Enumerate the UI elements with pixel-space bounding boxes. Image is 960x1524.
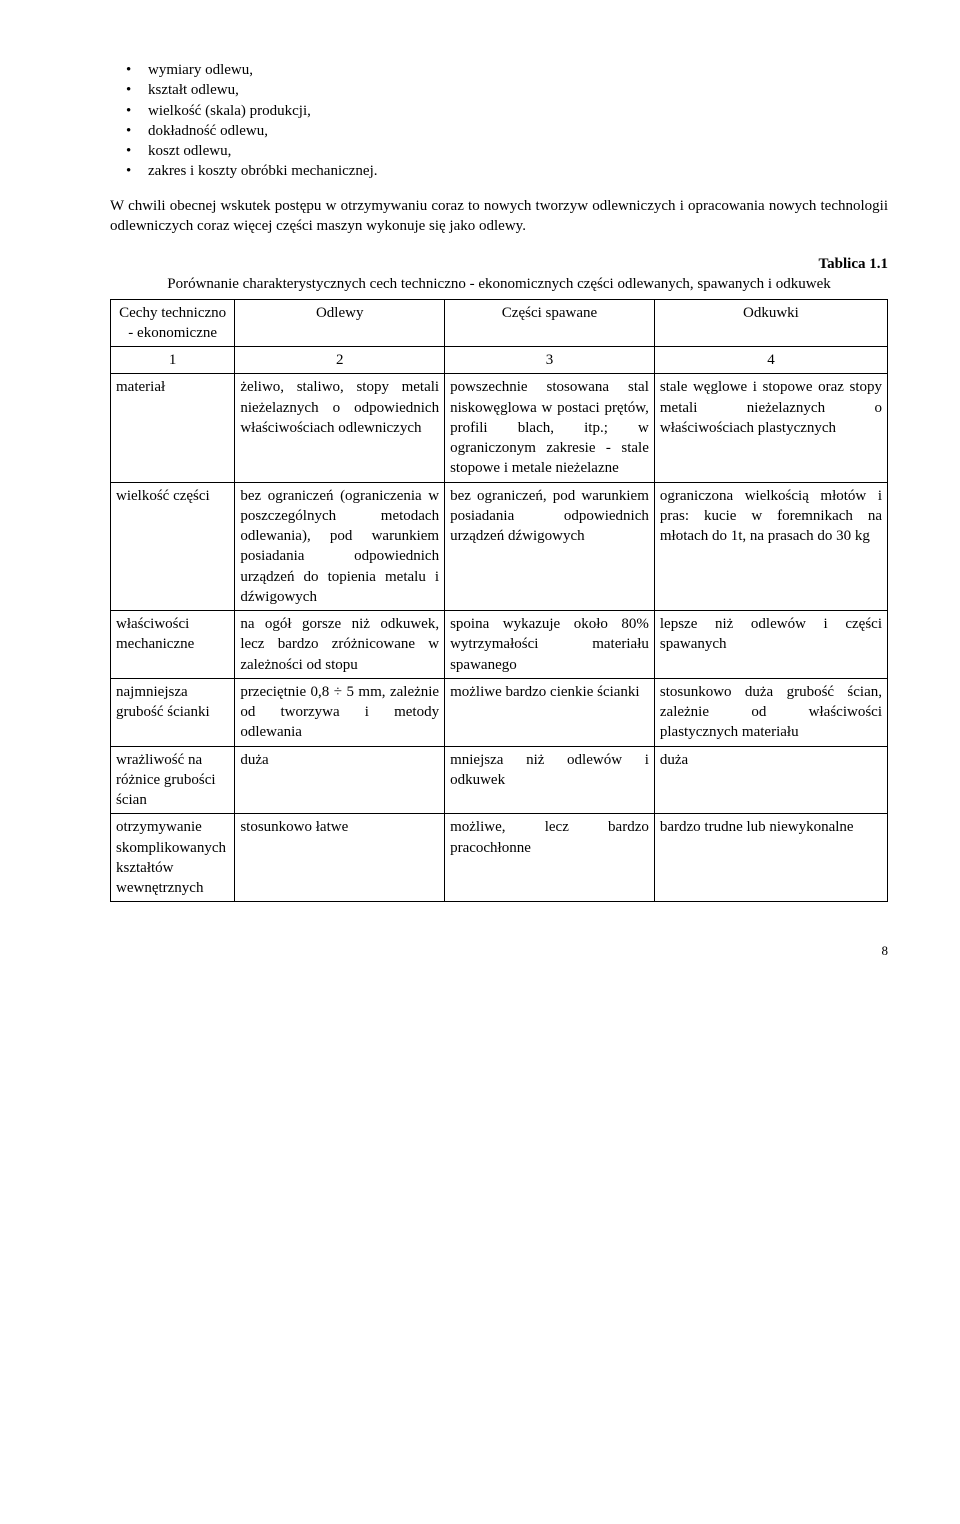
- table-cell: duża: [654, 746, 887, 814]
- table-row: najmniejsza grubość ścianki przeciętnie …: [111, 678, 888, 746]
- list-item: koszt odlewu,: [120, 141, 888, 161]
- table-row: właściwości mechaniczne na ogół gorsze n…: [111, 611, 888, 679]
- table-header: Odkuwki: [654, 299, 887, 347]
- table-header: Odlewy: [235, 299, 445, 347]
- list-item: wielkość (skala) produkcji,: [120, 101, 888, 121]
- table-row: materiał żeliwo, staliwo, stopy metali n…: [111, 374, 888, 482]
- table-cell: 2: [235, 347, 445, 374]
- list-item: dokładność odlewu,: [120, 121, 888, 141]
- table-header: Części spawane: [445, 299, 655, 347]
- table-cell: wrażliwość na różnice grubości ścian: [111, 746, 235, 814]
- table-header-row: Cechy techniczno - ekonomiczne Odlewy Cz…: [111, 299, 888, 347]
- comparison-table: Cechy techniczno - ekonomiczne Odlewy Cz…: [110, 299, 888, 903]
- table-cell: powszechnie stosowana stal niskowęglowa …: [445, 374, 655, 482]
- table-row: wielkość części bez ograniczeń (ogranicz…: [111, 482, 888, 611]
- table-number-row: 1 2 3 4: [111, 347, 888, 374]
- table-cell: właściwości mechaniczne: [111, 611, 235, 679]
- table-cell: najmniejsza grubość ścianki: [111, 678, 235, 746]
- table-cell: spoina wykazuje około 80% wytrzymałości …: [445, 611, 655, 679]
- table-cell: stale węglowe i stopowe oraz stopy metal…: [654, 374, 887, 482]
- table-cell: bardzo trudne lub niewykonalne: [654, 814, 887, 902]
- table-cell: stosunkowo duża grubość ścian, zależnie …: [654, 678, 887, 746]
- table-caption: Porównanie charakterystycznych cech tech…: [110, 274, 888, 294]
- table-cell: wielkość części: [111, 482, 235, 611]
- table-label: Tablica 1.1: [110, 254, 888, 274]
- table-row: otrzymywanie skomplikowanych kształtów w…: [111, 814, 888, 902]
- table-cell: duża: [235, 746, 445, 814]
- bullet-list: wymiary odlewu, kształt odlewu, wielkość…: [120, 60, 888, 182]
- table-cell: otrzymywanie skomplikowanych kształtów w…: [111, 814, 235, 902]
- table-cell: 1: [111, 347, 235, 374]
- table-cell: mniejsza niż odlewów i odkuwek: [445, 746, 655, 814]
- table-cell: 3: [445, 347, 655, 374]
- table-cell: bez ograniczeń, pod warunkiem posiadania…: [445, 482, 655, 611]
- list-item: zakres i koszty obróbki mechanicznej.: [120, 161, 888, 181]
- body-paragraph: W chwili obecnej wskutek postępu w otrzy…: [110, 196, 888, 237]
- table-cell: lepsze niż odlewów i części spawanych: [654, 611, 887, 679]
- table-row: wrażliwość na różnice grubości ścian duż…: [111, 746, 888, 814]
- table-cell: stosunkowo łatwe: [235, 814, 445, 902]
- table-cell: żeliwo, staliwo, stopy metali nieżelazny…: [235, 374, 445, 482]
- table-cell: 4: [654, 347, 887, 374]
- table-cell: przeciętnie 0,8 ÷ 5 mm, zależnie od twor…: [235, 678, 445, 746]
- list-item: wymiary odlewu,: [120, 60, 888, 80]
- table-cell: na ogół gorsze niż odkuwek, lecz bardzo …: [235, 611, 445, 679]
- table-cell: materiał: [111, 374, 235, 482]
- table-cell: możliwe, lecz bardzo pracochłonne: [445, 814, 655, 902]
- table-cell: bez ograniczeń (ograniczenia w poszczegó…: [235, 482, 445, 611]
- list-item: kształt odlewu,: [120, 80, 888, 100]
- page-number: 8: [110, 942, 888, 960]
- table-cell: możliwe bardzo cienkie ścianki: [445, 678, 655, 746]
- table-cell: ograniczona wielkością młotów i pras: ku…: [654, 482, 887, 611]
- table-header: Cechy techniczno - ekonomiczne: [111, 299, 235, 347]
